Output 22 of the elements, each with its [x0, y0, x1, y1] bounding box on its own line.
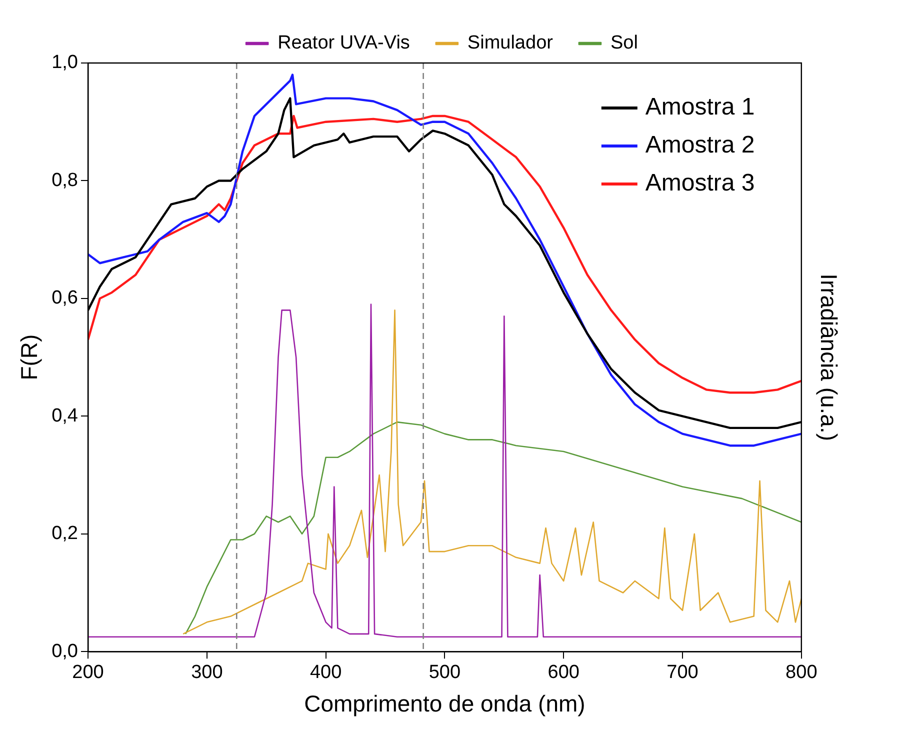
x-tick-label: 200	[72, 662, 104, 684]
x-tick-label: 800	[786, 662, 818, 684]
x-tick-label: 300	[191, 662, 223, 684]
y-tick-label: 0,4	[52, 405, 78, 426]
x-tick-label: 600	[548, 662, 580, 684]
legend-label: Sol	[610, 32, 638, 54]
y-tick-label: 0,2	[52, 523, 78, 544]
legend-label: Reator UVA-Vis	[278, 32, 410, 54]
legend-label: Amostra 2	[645, 132, 755, 159]
y-tick-label: 0,8	[52, 170, 78, 191]
x-axis-title: Comprimento de onda (nm)	[304, 690, 586, 717]
legend-label: Amostra 3	[645, 170, 755, 197]
y-axis-title: F(R)	[16, 334, 42, 380]
y-tick-label: 0,0	[52, 640, 78, 662]
y-tick-label: 0,6	[52, 288, 78, 309]
y-tick-label: 1,0	[52, 52, 78, 74]
legend-label: Simulador	[467, 32, 554, 54]
legend-label: Amostra 1	[645, 94, 755, 121]
x-tick-label: 500	[428, 662, 461, 684]
y2-axis-title: Irradiância (u.a.)	[816, 274, 842, 442]
x-tick-label: 700	[666, 662, 698, 684]
x-tick-label: 400	[310, 662, 342, 684]
